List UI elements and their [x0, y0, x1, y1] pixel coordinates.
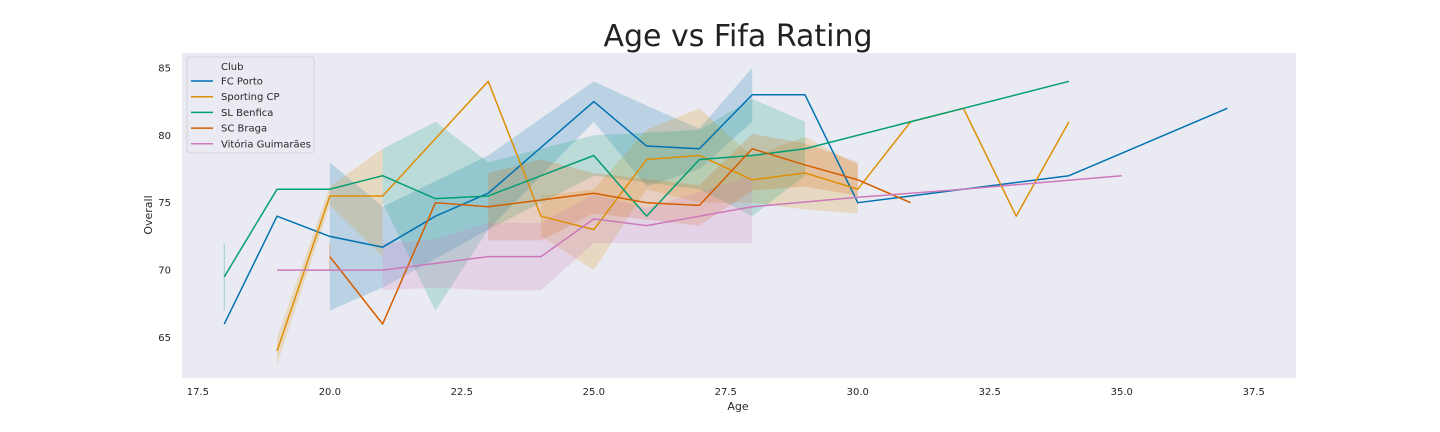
x-tick-label: 37.5	[1243, 387, 1265, 398]
x-tick-label: 27.5	[715, 387, 737, 398]
x-tick-label: 35.0	[1111, 387, 1133, 398]
x-tick-label: 17.5	[187, 387, 209, 398]
y-axis-ticks: 65 70 75 80 85	[158, 63, 171, 344]
legend-box	[186, 56, 315, 154]
y-tick-label: 75	[158, 198, 171, 209]
y-axis-label: Overall	[142, 195, 155, 234]
y-tick-label: 85	[158, 63, 171, 74]
legend: Club FC Porto Sporting CP SL Benfica SC Bra…	[186, 56, 315, 154]
plot-area	[182, 53, 1296, 378]
x-tick-label: 32.5	[979, 387, 1001, 398]
confidence-bands	[223, 67, 858, 365]
band-sporting-cp	[277, 148, 383, 365]
legend-item-label: SC Braga	[221, 124, 267, 135]
band-sl-benfica	[382, 98, 805, 311]
legend-title: Club	[221, 62, 243, 73]
x-tick-label: 20.0	[319, 387, 341, 398]
x-axis-label: Age	[727, 400, 749, 413]
legend-item-label: Sporting CP	[221, 92, 280, 103]
band-sporting-cp	[541, 108, 858, 271]
line-sl-benfica	[223, 80, 1070, 278]
chart-title: Age vs Fifa Rating	[603, 19, 872, 54]
legend-item-label: Vitória Guimarães	[221, 138, 311, 150]
series-lines	[223, 80, 1228, 352]
x-axis-ticks: 17.5 20.0 22.5 25.0 27.5 30.0 32.5 35.0 37.5	[187, 387, 1265, 398]
y-tick-label: 80	[158, 131, 171, 142]
y-tick-label: 65	[158, 333, 171, 344]
band-fc-porto	[329, 67, 753, 311]
band-vitoria-guimaraes	[382, 175, 753, 291]
x-tick-label: 22.5	[451, 387, 473, 398]
x-tick-label: 30.0	[847, 387, 869, 398]
legend-item-label: FC Porto	[221, 77, 263, 88]
legend-item-label: SL Benfica	[221, 108, 273, 119]
x-tick-label: 25.0	[583, 387, 605, 398]
line-fc-porto	[223, 94, 1228, 325]
y-tick-label: 70	[158, 266, 171, 277]
line-vitoria-guimaraes	[277, 174, 1122, 271]
